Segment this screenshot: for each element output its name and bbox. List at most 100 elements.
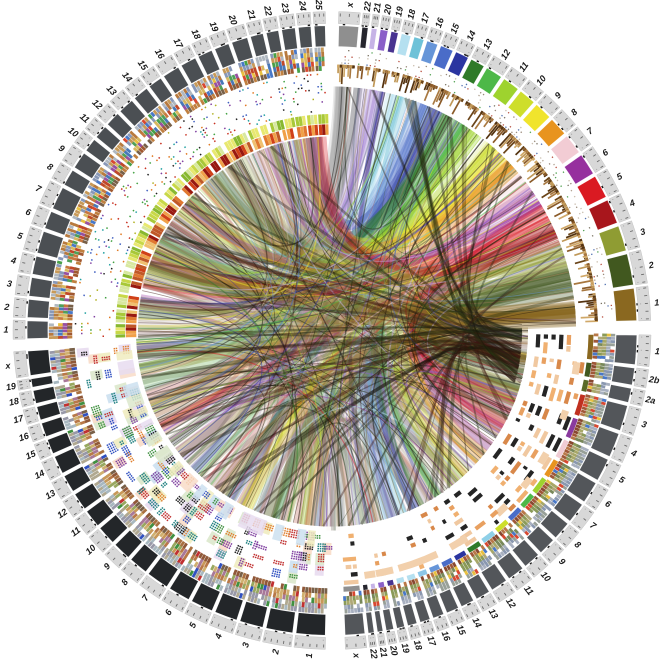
chromosome-label-bottom-right-5: 5	[617, 474, 627, 486]
chromosome-blocks-left-bottom	[25, 349, 327, 638]
chromosome-label-left-top-2: 2	[3, 302, 10, 312]
chromosome-block-right-12	[475, 67, 503, 95]
chromosome-block-left-top-10	[85, 138, 112, 164]
chromosome-block-bottom-right-21	[373, 610, 384, 633]
chromosome-label-bottom-right-16: 16	[439, 630, 452, 644]
chromosome-block-right-21	[368, 27, 378, 51]
chromosome-block-left-top-9	[73, 152, 102, 180]
tick-band-right	[338, 11, 652, 322]
chromosome-block-left-top-14	[133, 87, 160, 115]
chromosome-block-right-x	[337, 25, 360, 49]
chromosome-block-left-top-17	[180, 57, 206, 85]
chromosome-block-left-bottom-1	[295, 612, 327, 636]
chromosome-block-bottom-right-10	[511, 538, 540, 567]
chromosome-label-bottom-right-9: 9	[557, 556, 568, 567]
chromosome-label-right-5: 5	[615, 171, 625, 183]
chromosome-block-left-bottom-14	[53, 447, 82, 474]
chromosome-label-left-bottom-5: 5	[187, 620, 199, 630]
chromosome-block-right-1	[612, 287, 638, 322]
chromosome-block-left-bottom-5	[190, 582, 221, 612]
chromosome-block-left-bottom-9	[114, 529, 143, 559]
chromosome-block-bottom-right-14	[452, 581, 475, 608]
chromosome-block-right-19	[386, 30, 399, 54]
chromosome-label-right-4: 4	[627, 198, 636, 210]
chromosome-block-bottom-right-17	[413, 598, 431, 623]
chromosome-block-right-20	[376, 28, 389, 52]
chromosome-label-right-8: 8	[569, 107, 579, 118]
chromosome-block-left-bottom-2	[265, 607, 296, 634]
chromosome-label-left-top-8: 8	[45, 161, 54, 172]
chromosome-block-left-top-23	[281, 27, 299, 51]
chromosome-block-left-bottom-13	[63, 465, 92, 493]
chromosome-label-right-21: 21	[371, 2, 382, 14]
chromosome-label-bottom-right-22: 22	[368, 647, 379, 659]
chromosome-block-right-9	[521, 103, 551, 133]
chromosome-label-left-bottom-1: 1	[304, 653, 314, 659]
chromosome-block-bottom-right-4	[590, 426, 620, 458]
chromosome-label-right-13: 13	[481, 37, 495, 51]
chromosome-block-bottom-right-5	[578, 450, 609, 481]
chromosome-block-right-18	[396, 33, 412, 57]
chromosome-block-left-top-20	[231, 37, 254, 63]
chromosome-label-left-bottom-16: 16	[17, 430, 31, 443]
chromosome-label-bottom-right-6: 6	[603, 498, 613, 510]
chromosome-block-left-bottom-3	[239, 600, 269, 628]
chromosome-label-left-top-14: 14	[120, 70, 134, 84]
chromosome-block-bottom-right-1	[613, 334, 638, 366]
chromosome-label-bottom-right-2b: 2b	[647, 374, 660, 386]
tracks-bottom-right	[342, 333, 616, 614]
chromosome-block-left-bottom-12	[74, 482, 103, 510]
chromosome-block-bottom-right-x	[343, 612, 366, 636]
chromosome-label-right-11: 11	[517, 60, 531, 73]
tick-band-bottom-right	[344, 334, 652, 650]
chromosome-block-left-top-2	[26, 298, 50, 319]
chromosome-label-bottom-right-14: 14	[470, 616, 483, 629]
chromosome-label-left-top-12: 12	[90, 97, 104, 111]
chromosome-label-right-15: 15	[448, 21, 461, 35]
chromosome-block-bottom-right-16	[425, 594, 445, 619]
chromosome-label-right-14: 14	[465, 29, 478, 42]
chromosome-block-left-bottom-11	[85, 498, 115, 527]
chromosome-label-bottom-right-11: 11	[522, 584, 536, 597]
chromosome-block-bottom-right-7	[553, 492, 583, 522]
chromosome-block-right-7	[550, 135, 580, 166]
tracks-right	[337, 49, 613, 323]
chromosome-block-bottom-right-18	[402, 602, 418, 627]
chromosome-label-left-bottom-8: 8	[119, 577, 130, 587]
chromosome-block-bottom-right-22	[365, 611, 375, 634]
chromosome-label-left-top-25: 25	[314, 0, 324, 11]
chromosome-block-left-top-25	[313, 25, 327, 48]
chromosome-block-right-16	[420, 40, 439, 65]
chromosome-label-left-bottom-15: 15	[24, 448, 38, 461]
chromosome-block-right-11	[491, 78, 519, 107]
chromosome-blocks-right	[337, 22, 640, 322]
chromosome-block-left-top-18	[197, 49, 221, 76]
chromosome-label-bottom-right-x: x	[351, 652, 361, 660]
chromosome-block-right-15	[432, 45, 454, 71]
chromosome-block-bottom-right-2b	[610, 364, 636, 386]
chromosome-label-right-3: 3	[639, 226, 647, 237]
chromosome-label-left-bottom-14: 14	[33, 468, 46, 481]
chromosome-block-left-top-1	[26, 320, 49, 340]
chromosome-block-bottom-right-13	[466, 573, 490, 600]
chromosome-block-right-6	[563, 154, 595, 185]
chromosome-block-bottom-right-9	[525, 525, 555, 554]
chromosome-block-bottom-right-2a	[607, 383, 632, 404]
chromosome-label-left-top-23: 23	[279, 1, 290, 13]
chromosome-block-left-bottom-19	[30, 375, 54, 388]
chromosome-block-left-bottom-x	[27, 349, 52, 377]
tracks-left-top	[48, 47, 329, 340]
tick-band-left-bottom	[13, 350, 326, 650]
chromosome-label-bottom-right-13: 13	[487, 607, 501, 621]
chromosome-label-bottom-right-2a: 2a	[644, 394, 657, 406]
chromosome-label-bottom-right-12: 12	[504, 596, 518, 610]
chromosome-label-right-9: 9	[553, 90, 564, 101]
chromosome-block-right-4	[588, 199, 618, 231]
chromosome-label-left-bottom-11: 11	[69, 525, 83, 539]
chromosome-block-left-top-22	[265, 29, 283, 54]
chromosome-block-left-top-3	[28, 276, 53, 299]
chromosome-block-bottom-right-11	[496, 551, 524, 580]
chromosome-label-bottom-right-7: 7	[588, 520, 599, 532]
